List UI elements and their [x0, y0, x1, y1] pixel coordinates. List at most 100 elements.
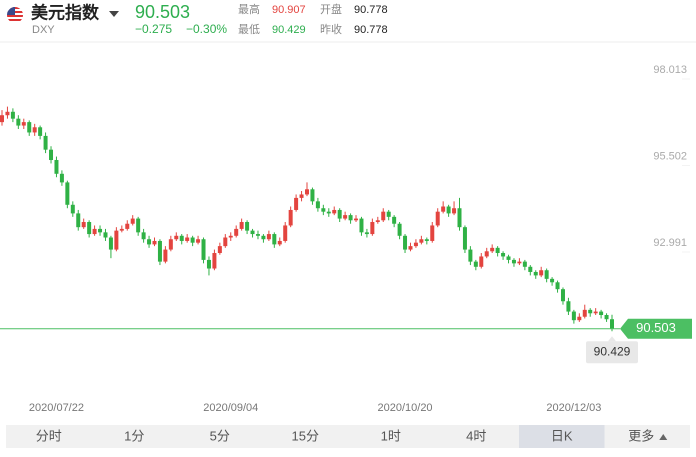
candle-body — [272, 234, 277, 245]
candle-body — [114, 230, 119, 250]
tab[interactable]: 日K — [551, 428, 573, 443]
low-pointer — [608, 336, 616, 342]
candle-body — [479, 256, 484, 267]
candle-body — [234, 228, 239, 236]
candle-body — [38, 127, 43, 136]
candle-body — [54, 160, 59, 174]
tab[interactable]: 15分 — [292, 428, 319, 443]
candle-body — [392, 216, 397, 224]
candle-body — [65, 182, 70, 205]
candle-body — [321, 208, 326, 212]
candle-body — [315, 201, 320, 209]
candle-body — [201, 239, 206, 260]
candle-body — [152, 240, 157, 245]
candle-body — [582, 309, 587, 317]
tab-arrow[interactable] — [659, 434, 668, 440]
candle-body — [506, 256, 511, 260]
candle-body — [539, 270, 544, 276]
candle-body — [43, 135, 48, 150]
last-price-tag — [620, 318, 692, 339]
candle-body — [59, 173, 64, 183]
dropdown-arrow[interactable] — [109, 11, 119, 17]
candle-body — [5, 111, 10, 116]
candle-body — [533, 271, 538, 276]
low-box — [586, 341, 638, 364]
candle-body — [81, 222, 86, 228]
candle-body — [424, 239, 429, 241]
tab-selected-bg — [519, 425, 605, 448]
candle-body — [599, 311, 604, 316]
candle-body — [386, 211, 391, 217]
x-tick-label: 2020/10/20 — [378, 402, 433, 414]
candle-body — [468, 249, 473, 262]
candle-body — [413, 242, 418, 247]
candle-body — [593, 311, 598, 314]
candle-body — [98, 228, 103, 233]
tab[interactable]: 分时 — [36, 428, 62, 443]
candle-body — [0, 115, 4, 123]
candle-body — [288, 209, 293, 226]
candle-body — [70, 204, 75, 214]
candle-body — [517, 261, 522, 264]
candle-body — [435, 211, 440, 226]
candle-body — [223, 237, 228, 247]
candle-body — [381, 211, 386, 221]
candle-body — [457, 208, 462, 228]
stat-label: 最高 — [238, 2, 260, 16]
candle-body — [277, 240, 282, 245]
candle-body — [206, 259, 211, 269]
candle-body — [337, 209, 342, 219]
y-tick-label: 95.502 — [653, 150, 687, 162]
candle-body — [255, 234, 260, 236]
candle-body — [326, 211, 331, 214]
candle-body — [179, 235, 184, 241]
stat-value: 90.907 — [272, 4, 306, 16]
candle-body — [163, 249, 168, 262]
candle-body — [141, 232, 146, 240]
candle-body — [283, 225, 288, 241]
candle-body — [119, 228, 124, 231]
candle-body — [610, 319, 614, 329]
candle-body — [130, 218, 135, 224]
candle-body — [462, 227, 467, 250]
candle-body — [261, 235, 266, 240]
candle-body — [10, 111, 15, 119]
candle-body — [305, 189, 309, 195]
tab[interactable]: 4时 — [466, 428, 486, 443]
candle-body — [571, 311, 576, 321]
candle-body — [16, 118, 21, 126]
candle-body — [490, 247, 495, 252]
candle-body — [522, 261, 527, 267]
index-name[interactable]: 美元指数 — [31, 2, 100, 22]
candle-body — [294, 197, 299, 210]
candle-body — [441, 206, 446, 212]
stat-label: 最低 — [238, 23, 260, 36]
candle-body — [397, 223, 402, 236]
change: −0.275 — [135, 22, 172, 36]
candle-body — [136, 218, 141, 233]
candle-body — [408, 246, 413, 250]
candle-body — [577, 316, 582, 321]
candle-body — [217, 246, 222, 254]
candle-body — [419, 239, 424, 243]
candle-body — [125, 223, 130, 229]
candle-body — [228, 235, 233, 238]
candle-body — [364, 232, 369, 235]
x-tick-label: 2020/07/22 — [29, 402, 84, 414]
tab[interactable]: 1时 — [381, 428, 401, 443]
tab[interactable]: 1分 — [124, 428, 144, 443]
last-price-label: 90.503 — [636, 320, 676, 335]
tab[interactable]: 更多 — [628, 428, 654, 443]
candle-body — [147, 239, 152, 245]
candle-body — [92, 228, 97, 235]
stat-value: 90.429 — [272, 24, 306, 36]
tab[interactable]: 5分 — [210, 428, 230, 443]
candle-body — [108, 237, 113, 250]
candle-body — [348, 215, 353, 221]
low-label: 90.429 — [594, 344, 631, 358]
candle-body — [555, 282, 560, 290]
candle-body — [550, 278, 555, 283]
candle-body — [528, 266, 533, 272]
candle-body — [332, 209, 337, 214]
